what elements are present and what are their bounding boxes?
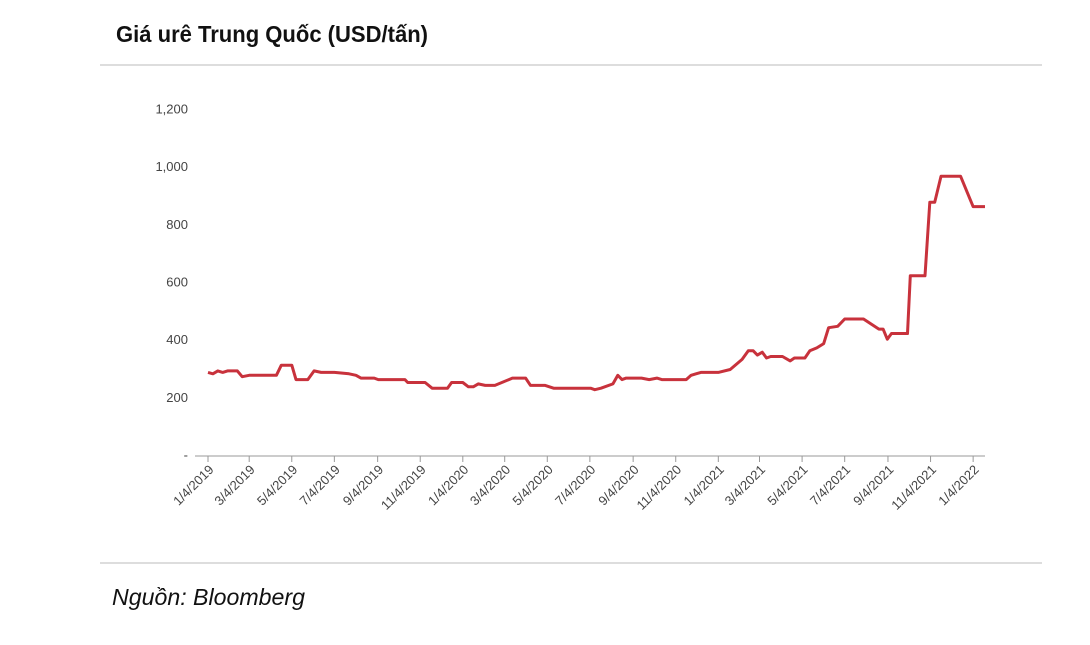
chart-title: Giá urê Trung Quốc (USD/tấn) <box>116 21 428 47</box>
x-tick-label: 1/4/2021 <box>680 462 726 508</box>
y-tick-label: 400 <box>166 332 188 347</box>
x-tick-label: 5/4/2020 <box>509 462 555 508</box>
x-tick-label: 3/4/2021 <box>722 462 768 508</box>
x-tick-label: 11/4/2021 <box>888 462 939 513</box>
x-tick-label: 11/4/2020 <box>633 462 684 513</box>
x-tick-label: 3/4/2020 <box>467 462 513 508</box>
data-line <box>207 174 985 392</box>
x-tick-label: 3/4/2019 <box>211 462 257 508</box>
y-tick-label: 800 <box>166 217 188 232</box>
x-tick-label: 11/4/2019 <box>378 462 429 513</box>
x-tick-label: 7/4/2020 <box>552 462 598 508</box>
source: Nguồn: Bloomberg <box>112 584 305 610</box>
x-tick-label: 1/4/2022 <box>935 462 981 508</box>
x-tick-label: 5/4/2021 <box>764 462 810 508</box>
x-tick-label: 5/4/2019 <box>254 462 300 508</box>
y-tick-label: 1,200 <box>155 101 188 116</box>
x-tick-label: 1/4/2019 <box>170 462 216 508</box>
y-tick-label: 200 <box>166 390 188 405</box>
x-tick-label: 7/4/2021 <box>807 462 853 508</box>
y-tick-label: 600 <box>166 274 188 289</box>
x-tick-label: 7/4/2019 <box>297 462 343 508</box>
y-tick-label: - <box>184 447 188 462</box>
x-tick-label: 1/4/2020 <box>425 462 471 508</box>
y-tick-label: 1,000 <box>155 159 188 174</box>
